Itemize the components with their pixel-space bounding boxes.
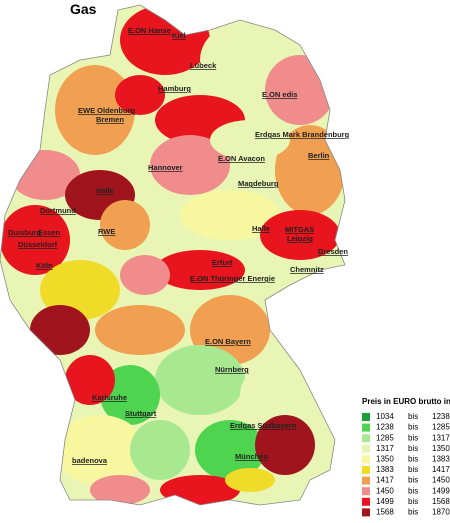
legend-to: 1238	[432, 412, 450, 421]
legend-swatch	[362, 476, 370, 485]
place-label: Magdeburg	[238, 179, 279, 188]
legend-from: 1417	[376, 476, 394, 485]
place-label: E.ON Avacon	[218, 154, 265, 163]
legend-sep: bis	[408, 455, 418, 464]
place-label: Dortmund	[40, 206, 76, 215]
place-label: Dresden	[318, 247, 348, 256]
place-label: Bremen	[96, 115, 124, 124]
place-label: EWE Oldenburg	[78, 106, 136, 115]
legend-swatch	[362, 508, 370, 517]
legend-swatch	[362, 413, 370, 421]
legend-to: 1350	[432, 444, 450, 453]
place-label: E.ON edis	[262, 90, 297, 99]
place-label: Lübeck	[190, 61, 217, 70]
legend-swatch	[362, 466, 370, 474]
place-label: E.ON Bayern	[205, 337, 251, 346]
legend-from: 1350	[376, 455, 394, 464]
legend-swatch	[362, 423, 370, 432]
legend-to: 1499	[432, 486, 450, 495]
legend-from: 1383	[376, 465, 394, 474]
place-label: Halle	[96, 186, 114, 195]
legend-to: 1568	[432, 497, 450, 506]
place-label: RWE	[98, 227, 115, 236]
place-label: Hannover	[148, 163, 183, 172]
legend-from: 1499	[376, 497, 394, 506]
map-title: Gas	[70, 1, 97, 17]
legend-to: 1317	[432, 433, 450, 442]
legend-sep: bis	[408, 412, 418, 421]
legend-from: 1568	[376, 508, 394, 517]
place-label: Erfurt	[212, 258, 233, 267]
legend-swatch	[362, 497, 370, 506]
legend-swatch	[362, 487, 370, 496]
place-label: Duisburg	[8, 228, 41, 237]
place-label: E.ON Hanse	[128, 26, 171, 35]
legend-to: 1870	[432, 508, 450, 517]
place-label: Leipzig	[287, 234, 313, 243]
place-label: Chemnitz	[290, 265, 324, 274]
place-label: Erdgas Mark Brandenburg	[255, 130, 350, 139]
place-label: Essen	[38, 228, 61, 237]
regions	[0, 5, 345, 505]
legend-to: 1417	[432, 465, 450, 474]
legend: Preis in EURO brutto inkl. Mw 1034 bis 123…	[362, 397, 450, 517]
legend-from: 1285	[376, 433, 394, 442]
legend-sep: bis	[408, 476, 418, 485]
legend-sep: bis	[408, 486, 418, 495]
legend-swatch	[362, 434, 370, 443]
legend-sep: bis	[408, 433, 418, 442]
place-label: Karlsruhe	[92, 393, 127, 402]
place-label: E.ON Thüringer Energie	[190, 274, 275, 283]
legend-from: 1034	[376, 412, 394, 421]
legend-to: 1450	[432, 476, 450, 485]
place-label: Hamburg	[158, 84, 191, 93]
place-label: Halle	[252, 224, 270, 233]
legend-swatch	[362, 455, 370, 464]
place-label: badenova	[72, 456, 108, 465]
legend-to: 1285	[432, 423, 450, 432]
legend-from: 1238	[376, 423, 394, 432]
border	[0, 4, 346, 506]
legend-sep: bis	[408, 423, 418, 432]
place-label: München	[235, 452, 268, 461]
place-label: Kiel	[172, 31, 186, 40]
place-label: Erdgas Südbayern	[230, 421, 297, 430]
legend-from: 1317	[376, 444, 394, 453]
place-label: Nürnberg	[215, 365, 249, 374]
place-label: Berlin	[308, 151, 330, 160]
place-label: Stuttgart	[125, 409, 157, 418]
legend-to: 1383	[432, 455, 450, 464]
place-label: Köln	[36, 261, 53, 270]
legend-from: 1450	[376, 486, 394, 495]
legend-sep: bis	[408, 497, 418, 506]
legend-swatch	[362, 444, 370, 453]
place-label: MITGAS	[285, 225, 314, 234]
legend-sep: bis	[408, 508, 418, 517]
legend-sep: bis	[408, 444, 418, 453]
place-label: Düsseldorf	[18, 240, 58, 249]
legend-title: Preis in EURO brutto inkl. Mw	[362, 397, 450, 406]
legend-sep: bis	[408, 465, 418, 474]
